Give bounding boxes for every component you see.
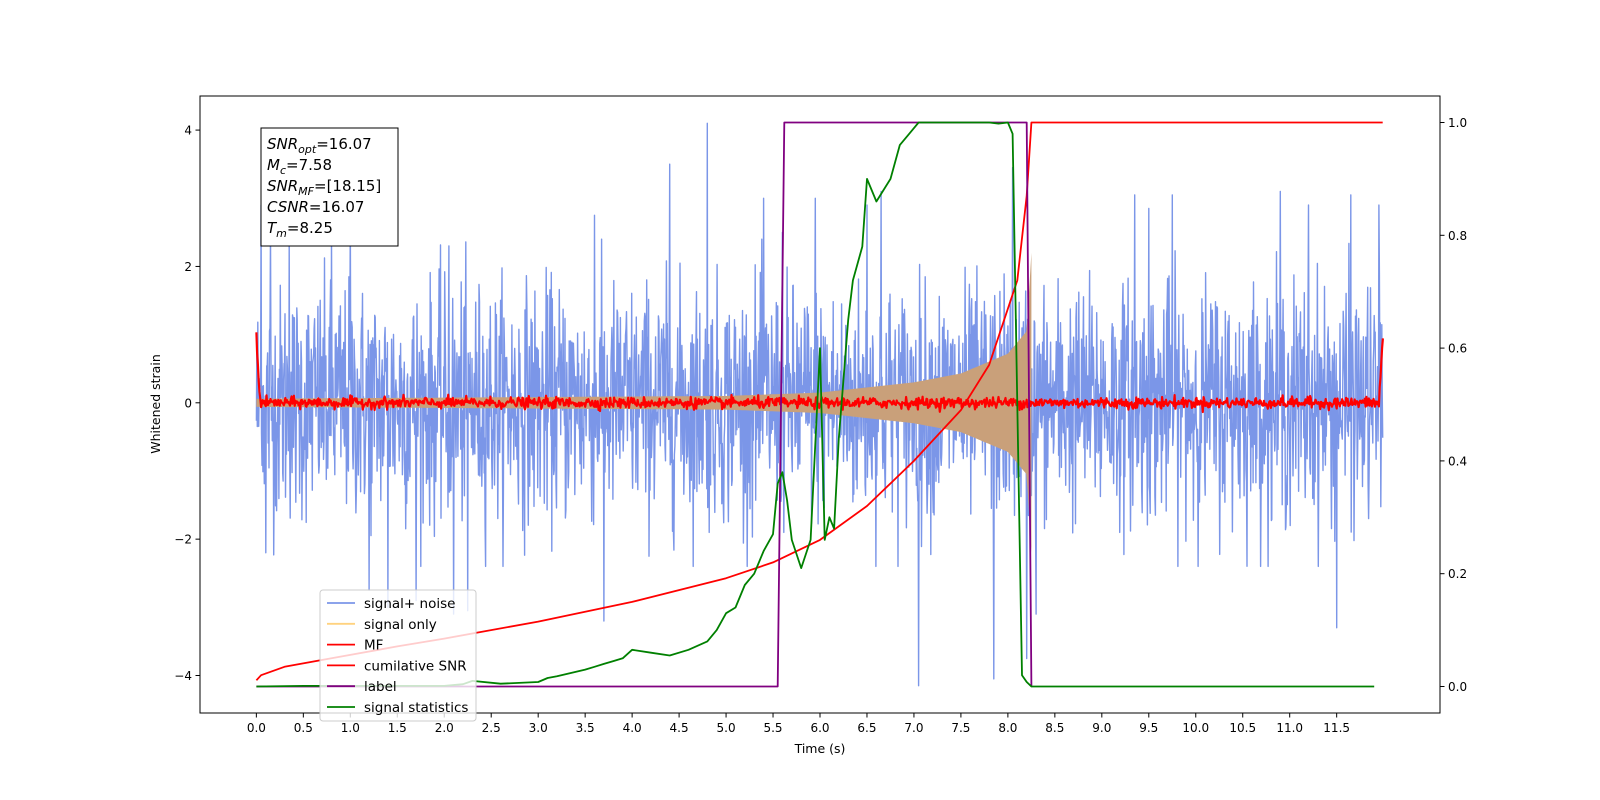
y-axis-ticks: −4 −2 0 2 4 [174, 124, 200, 683]
y-tick-label: −4 [174, 669, 192, 683]
legend-cumilative-snr-label: cumilative SNR [364, 658, 467, 674]
right-tick-label: 0.0 [1448, 680, 1467, 694]
x-tick-label: 3.0 [529, 721, 548, 735]
legend-signal-statistics-label: signal statistics [364, 700, 468, 716]
legend-label-label: label [364, 679, 397, 695]
right-tick-label: 0.4 [1448, 454, 1467, 468]
x-tick-label: 6.5 [857, 721, 876, 735]
x-tick-label: 4.5 [670, 721, 689, 735]
right-tick-label: 1.0 [1448, 116, 1467, 130]
x-tick-label: 1.0 [341, 721, 360, 735]
x-axis-ticks: 0.0 0.5 1.0 1.5 2.0 2.5 3.0 3.5 4.0 4.5 5.0 5.5 6.0 6… [247, 713, 1350, 735]
x-tick-label: 11.5 [1323, 721, 1350, 735]
x-tick-label: 1.5 [388, 721, 407, 735]
x-tick-label: 8.0 [998, 721, 1017, 735]
right-tick-label: 0.8 [1448, 229, 1467, 243]
x-axis-label: Time (s) [794, 741, 846, 756]
legend-signal-noise-label: signal+ noise [364, 596, 455, 612]
x-tick-label: 4.0 [623, 721, 642, 735]
series-label [256, 121, 1033, 688]
x-tick-label: 7.5 [951, 721, 970, 735]
x-tick-label: 0.0 [247, 721, 266, 735]
x-tick-label: 7.0 [904, 721, 923, 735]
right-axis-ticks: 0.0 0.2 0.4 0.6 0.8 1.0 [1440, 116, 1467, 694]
x-tick-label: 5.5 [763, 721, 782, 735]
legend: signal+ noise signal only MF cumilative SNR… [319, 589, 477, 722]
annotation-merger-time: Tm=8.25 [267, 219, 333, 240]
annotation-snr-mf: SNRMF=[18.15] [267, 177, 381, 198]
y-tick-label: 4 [184, 124, 192, 138]
legend-mf-label: MF [364, 638, 383, 654]
series-signal-statistics [256, 121, 1375, 688]
x-tick-label: 9.0 [1092, 721, 1111, 735]
x-tick-label: 11.0 [1276, 721, 1303, 735]
x-tick-label: 10.0 [1182, 721, 1209, 735]
annotation-csnr: CSNR=16.07 [267, 198, 364, 216]
x-tick-label: 3.5 [576, 721, 595, 735]
y-tick-label: 0 [184, 396, 192, 410]
legend-signal-only-label: signal only [364, 617, 437, 633]
annotation-chirp-mass: Mc=7.58 [267, 156, 332, 177]
stats-annotation-box: SNRopt=16.07 Mc=7.58 SNRMF=[18.15] CSNR=… [260, 127, 399, 247]
x-tick-label: 10.5 [1229, 721, 1256, 735]
x-tick-label: 6.0 [810, 721, 829, 735]
right-tick-label: 0.6 [1448, 342, 1467, 356]
y-tick-label: −2 [174, 533, 192, 547]
y-axis-label: Whitened strain [148, 354, 163, 453]
x-tick-label: 2.0 [435, 721, 454, 735]
right-tick-label: 0.2 [1448, 567, 1467, 581]
x-tick-label: 8.5 [1045, 721, 1064, 735]
series-mf [255, 332, 1384, 414]
x-tick-label: 2.5 [482, 721, 501, 735]
y-tick-label: 2 [184, 260, 192, 274]
x-tick-label: 5.0 [717, 721, 736, 735]
annotation-snr-opt: SNRopt=16.07 [267, 135, 372, 156]
x-tick-label: 0.5 [294, 721, 313, 735]
x-tick-label: 9.5 [1139, 721, 1158, 735]
